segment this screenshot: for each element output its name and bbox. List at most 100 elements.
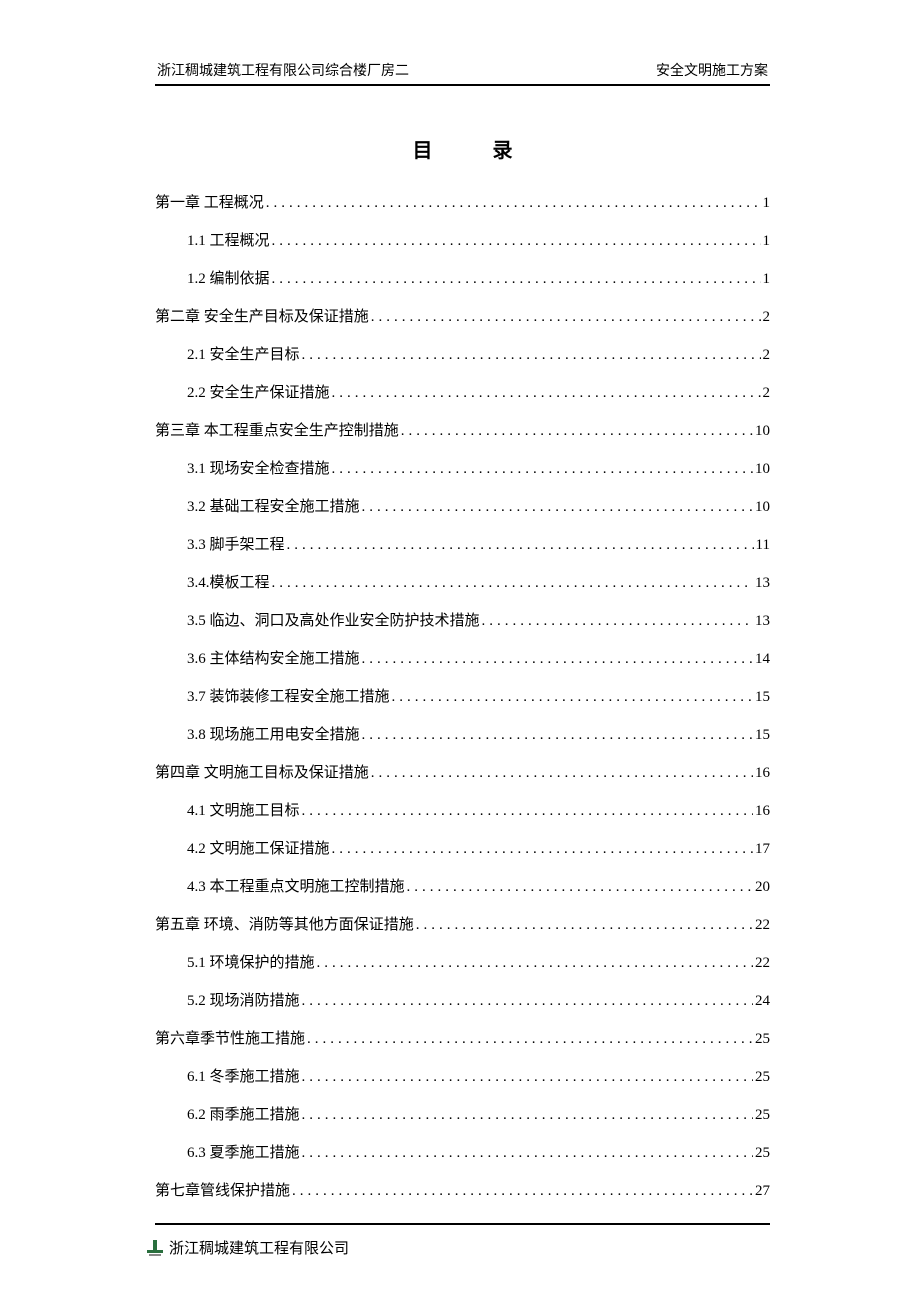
toc-leader-dots <box>482 609 753 633</box>
toc-entry: 3.6 主体结构安全施工措施 14 <box>155 647 770 671</box>
toc-entry: 4.3 本工程重点文明施工控制措施 20 <box>155 875 770 899</box>
footer-company-name: 浙江稠城建筑工程有限公司 <box>169 1237 349 1258</box>
toc-entry-page: 25 <box>755 1103 770 1127</box>
toc-leader-dots <box>302 343 761 367</box>
toc-leader-dots <box>307 1027 753 1051</box>
toc-entry-page: 2 <box>763 343 771 367</box>
toc-entry-page: 11 <box>756 533 770 557</box>
toc-entry-page: 17 <box>755 837 770 861</box>
toc-entry-label: 第四章 文明施工目标及保证措施 <box>155 761 369 785</box>
toc-entry-label: 第五章 环境、消防等其他方面保证措施 <box>155 913 414 937</box>
toc-entry-page: 13 <box>755 571 770 595</box>
toc-entry-page: 14 <box>755 647 770 671</box>
toc-leader-dots <box>362 723 753 747</box>
toc-entry-page: 10 <box>755 495 770 519</box>
toc-entry-label: 2.1 安全生产目标 <box>187 343 300 367</box>
toc-entry: 1.2 编制依据 1 <box>155 267 770 291</box>
toc-entry-page: 25 <box>755 1027 770 1051</box>
toc-leader-dots <box>302 1103 753 1127</box>
toc-entry-label: 第七章管线保护措施 <box>155 1179 290 1203</box>
toc-entry-label: 3.6 主体结构安全施工措施 <box>187 647 360 671</box>
toc-entry-label: 3.3 脚手架工程 <box>187 533 285 557</box>
header-left: 浙江稠城建筑工程有限公司综合楼厂房二 <box>157 60 409 80</box>
toc-leader-dots <box>332 837 753 861</box>
toc-entry-label: 1.1 工程概况 <box>187 229 270 253</box>
toc-leader-dots <box>416 913 753 937</box>
toc-leader-dots <box>332 457 753 481</box>
footer-divider <box>155 1223 770 1225</box>
toc-entry: 第七章管线保护措施 27 <box>155 1179 770 1203</box>
toc-entry-page: 1 <box>763 229 771 253</box>
toc-entry-label: 第二章 安全生产目标及保证措施 <box>155 305 369 329</box>
toc-entry-label: 6.3 夏季施工措施 <box>187 1141 300 1165</box>
toc-leader-dots <box>302 989 753 1013</box>
toc-entry: 6.3 夏季施工措施 25 <box>155 1141 770 1165</box>
toc-entry: 第二章 安全生产目标及保证措施 2 <box>155 305 770 329</box>
toc-leader-dots <box>302 1065 753 1089</box>
toc-entry-page: 27 <box>755 1179 770 1203</box>
toc-entry: 1.1 工程概况 1 <box>155 229 770 253</box>
toc-entry-page: 24 <box>755 989 770 1013</box>
toc-entry-page: 25 <box>755 1141 770 1165</box>
toc-entry-label: 3.5 临边、洞口及高处作业安全防护技术措施 <box>187 609 480 633</box>
toc-entry-label: 6.2 雨季施工措施 <box>187 1103 300 1127</box>
toc-leader-dots <box>371 761 753 785</box>
toc-entry-label: 1.2 编制依据 <box>187 267 270 291</box>
toc-entry: 3.8 现场施工用电安全措施15 <box>155 723 770 747</box>
toc-entry: 2.2 安全生产保证措施 2 <box>155 381 770 405</box>
toc-entry: 第六章季节性施工措施 25 <box>155 1027 770 1051</box>
toc-entry: 第一章 工程概况 1 <box>155 191 770 215</box>
toc-entry: 4.1 文明施工目标 16 <box>155 799 770 823</box>
toc-leader-dots <box>407 875 753 899</box>
toc-entry-page: 1 <box>763 267 771 291</box>
toc-entry: 3.5 临边、洞口及高处作业安全防护技术措施 13 <box>155 609 770 633</box>
toc-entry-page: 15 <box>755 685 770 709</box>
company-logo-icon <box>145 1238 165 1258</box>
header-underline <box>155 84 770 86</box>
toc-leader-dots <box>362 495 753 519</box>
toc-entry-label: 3.8 现场施工用电安全措施 <box>187 723 360 747</box>
toc-leader-dots <box>272 229 761 253</box>
toc-entry-page: 16 <box>755 761 770 785</box>
page-header: 浙江稠城建筑工程有限公司综合楼厂房二 安全文明施工方案 <box>155 60 770 80</box>
toc-entry: 2.1 安全生产目标 2 <box>155 343 770 367</box>
toc-leader-dots <box>317 951 753 975</box>
toc-entry: 3.7 装饰装修工程安全施工措施 15 <box>155 685 770 709</box>
toc-entry: 第三章 本工程重点安全生产控制措施10 <box>155 419 770 443</box>
document-page: 浙江稠城建筑工程有限公司综合楼厂房二 安全文明施工方案 目录 第一章 工程概况 1… <box>0 0 920 1298</box>
toc-entry-label: 第一章 工程概况 <box>155 191 264 215</box>
toc-entry-page: 1 <box>763 191 771 215</box>
toc-entry-page: 10 <box>755 419 770 443</box>
toc-leader-dots <box>287 533 754 557</box>
toc-leader-dots <box>392 685 753 709</box>
toc-title: 目录 <box>155 134 770 163</box>
table-of-contents: 第一章 工程概况11.1 工程概况11.2 编制依据 1第二章 安全生产目标及保… <box>155 191 770 1203</box>
toc-entry: 5.1 环境保护的措施 22 <box>155 951 770 975</box>
toc-entry-label: 3.7 装饰装修工程安全施工措施 <box>187 685 390 709</box>
toc-entry: 3.2 基础工程安全施工措施 10 <box>155 495 770 519</box>
toc-entry-label: 5.2 现场消防措施 <box>187 989 300 1013</box>
toc-leader-dots <box>272 571 753 595</box>
toc-leader-dots <box>332 381 761 405</box>
toc-entry-label: 4.3 本工程重点文明施工控制措施 <box>187 875 405 899</box>
toc-entry-label: 4.2 文明施工保证措施 <box>187 837 330 861</box>
toc-entry-page: 2 <box>763 305 771 329</box>
toc-entry-label: 6.1 冬季施工措施 <box>187 1065 300 1089</box>
toc-entry-page: 10 <box>755 457 770 481</box>
toc-entry-label: 2.2 安全生产保证措施 <box>187 381 330 405</box>
toc-entry-label: 第六章季节性施工措施 <box>155 1027 305 1051</box>
toc-entry: 3.3 脚手架工程 11 <box>155 533 770 557</box>
toc-leader-dots <box>371 305 761 329</box>
toc-entry: 6.1 冬季施工措施 25 <box>155 1065 770 1089</box>
toc-entry-label: 3.2 基础工程安全施工措施 <box>187 495 360 519</box>
toc-entry-page: 2 <box>763 381 771 405</box>
toc-entry-page: 22 <box>755 913 770 937</box>
toc-entry: 第五章 环境、消防等其他方面保证措施 22 <box>155 913 770 937</box>
toc-entry-page: 13 <box>755 609 770 633</box>
page-footer: 浙江稠城建筑工程有限公司 <box>145 1237 770 1258</box>
toc-leader-dots <box>302 799 753 823</box>
toc-entry-page: 20 <box>755 875 770 899</box>
toc-leader-dots <box>302 1141 753 1165</box>
toc-leader-dots <box>266 191 761 215</box>
toc-leader-dots <box>401 419 753 443</box>
